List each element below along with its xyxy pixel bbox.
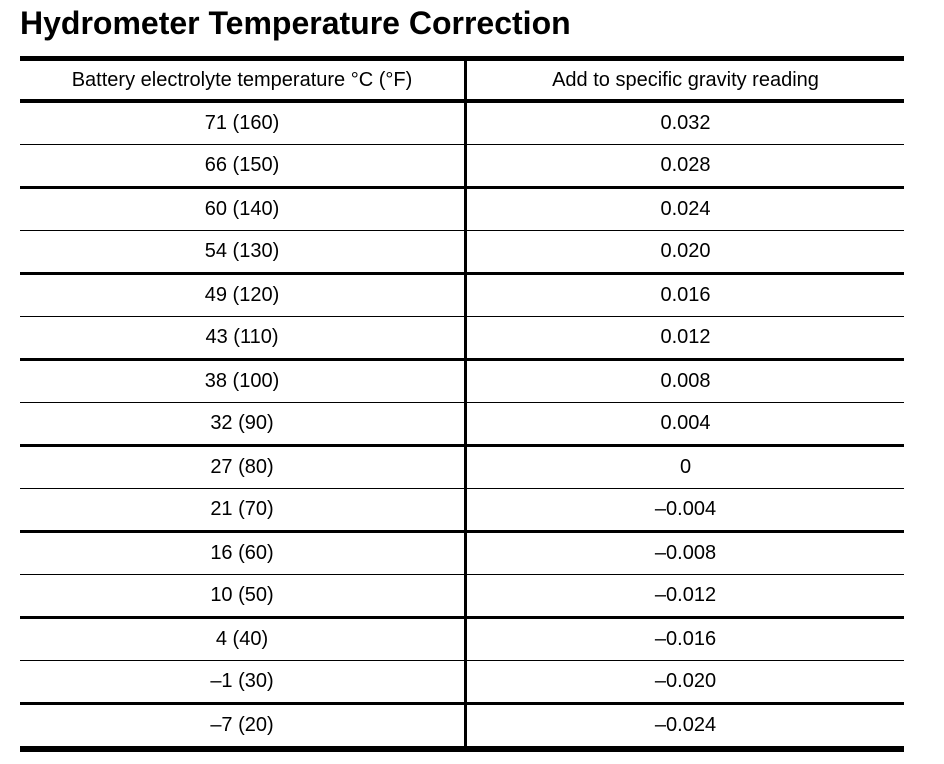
table-row: 71 (160) 0.032 [20, 101, 904, 146]
table-row: 10 (50) –0.012 [20, 574, 904, 620]
temperature-cell: –1 (30) [20, 660, 467, 706]
correction-cell: –0.016 [465, 617, 904, 662]
correction-cell: 0.032 [465, 101, 904, 146]
table-row: 49 (120) 0.016 [20, 273, 904, 318]
table-row: 43 (110) 0.012 [20, 316, 904, 362]
correction-cell: –0.008 [465, 531, 904, 576]
temperature-cell: 71 (160) [20, 101, 467, 146]
correction-cell: 0 [465, 445, 904, 490]
table-row: 32 (90) 0.004 [20, 402, 904, 448]
temperature-cell: 60 (140) [20, 187, 467, 232]
table-row: 4 (40) –0.016 [20, 617, 904, 662]
temperature-cell: 16 (60) [20, 531, 467, 576]
temperature-cell: 4 (40) [20, 617, 467, 662]
correction-cell: –0.024 [465, 703, 904, 753]
correction-cell: 0.004 [465, 402, 904, 448]
table-row: 38 (100) 0.008 [20, 359, 904, 404]
table-row: 54 (130) 0.020 [20, 230, 904, 276]
temperature-cell: 27 (80) [20, 445, 467, 490]
correction-cell: –0.004 [465, 488, 904, 534]
table-row: 27 (80) 0 [20, 445, 904, 490]
correction-cell: –0.012 [465, 574, 904, 620]
col-header-gravity-correction: Add to specific gravity reading [465, 58, 904, 104]
table-row: 16 (60) –0.008 [20, 531, 904, 576]
correction-cell: 0.008 [465, 359, 904, 404]
table-header: Battery electrolyte temperature °C (°F) … [20, 58, 904, 104]
temperature-cell: –7 (20) [20, 703, 467, 753]
temperature-cell: 49 (120) [20, 273, 467, 318]
temperature-cell: 38 (100) [20, 359, 467, 404]
correction-cell: 0.012 [465, 316, 904, 362]
table-row: 66 (150) 0.028 [20, 144, 904, 190]
correction-cell: 0.016 [465, 273, 904, 318]
table-row: –7 (20) –0.024 [20, 703, 904, 753]
header-row: Battery electrolyte temperature °C (°F) … [20, 58, 904, 104]
temperature-cell: 43 (110) [20, 316, 467, 362]
page-title: Hydrometer Temperature Correction [20, 5, 571, 41]
hydrometer-correction-table: Battery electrolyte temperature °C (°F) … [20, 56, 904, 753]
correction-cell: –0.020 [465, 660, 904, 706]
temperature-cell: 10 (50) [20, 574, 467, 620]
table-row: –1 (30) –0.020 [20, 660, 904, 706]
temperature-cell: 54 (130) [20, 230, 467, 276]
table-body: 71 (160) 0.032 66 (150) 0.028 60 (140) 0.024 5… [20, 101, 904, 753]
table-row: 21 (70) –0.004 [20, 488, 904, 534]
temperature-cell: 21 (70) [20, 488, 467, 534]
col-header-electrolyte-temperature: Battery electrolyte temperature °C (°F) [20, 58, 467, 104]
correction-cell: 0.020 [465, 230, 904, 276]
correction-cell: 0.028 [465, 144, 904, 190]
table-row: 60 (140) 0.024 [20, 187, 904, 232]
temperature-cell: 66 (150) [20, 144, 467, 190]
correction-cell: 0.024 [465, 187, 904, 232]
temperature-cell: 32 (90) [20, 402, 467, 448]
